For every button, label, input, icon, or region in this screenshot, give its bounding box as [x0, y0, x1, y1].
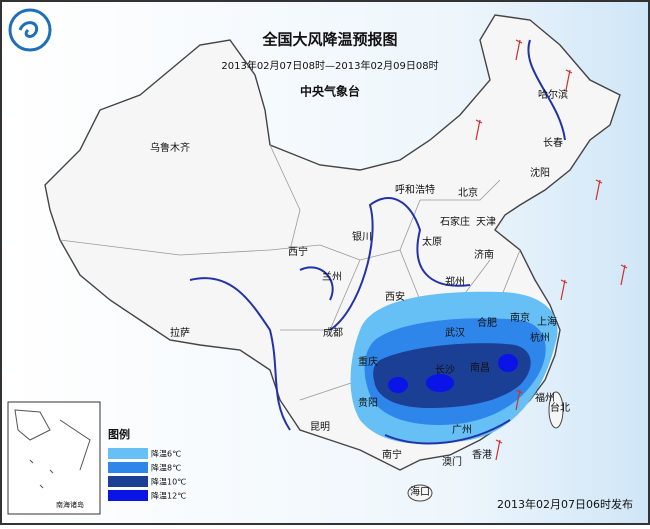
city: 哈尔滨	[538, 88, 568, 101]
release-time: 2013年02月07日06时发布	[497, 497, 633, 511]
hainan	[407, 484, 433, 502]
city: 乌鲁木齐	[150, 141, 190, 154]
city: 杭州	[530, 331, 550, 344]
legend-swatch	[108, 462, 148, 473]
inset-map	[14, 409, 91, 489]
inset-box	[7, 401, 101, 515]
wind-barbs	[475, 39, 628, 461]
city: 南宁	[382, 448, 402, 461]
cooling-zone-12	[498, 354, 518, 372]
taiwan	[548, 391, 564, 429]
city: 贵阳	[358, 396, 378, 409]
city: 武汉	[445, 326, 465, 339]
city: 郑州	[445, 275, 465, 288]
cooling-zone-12	[426, 374, 454, 392]
city: 沈阳	[530, 166, 550, 179]
city: 成都	[323, 327, 343, 339]
city: 福州	[535, 391, 555, 404]
city: 广州	[452, 424, 472, 436]
city: 长沙	[435, 364, 455, 376]
city: 长春	[543, 137, 563, 149]
logo-mark	[18, 21, 39, 38]
cooling-zone-10	[373, 343, 531, 408]
cooling-zone-12	[388, 377, 408, 393]
legend-swatch	[108, 476, 148, 487]
legend: 图例 降温6℃ 降温8℃ 降温10℃ 降温12℃	[108, 427, 186, 501]
city: 南京	[510, 311, 530, 324]
city: 昆明	[310, 421, 330, 433]
legend-swatch	[108, 490, 148, 501]
city: 呼和浩特	[395, 184, 435, 196]
legend-label: 降温8℃	[151, 463, 181, 473]
logo	[8, 8, 52, 52]
legend-label: 降温6℃	[151, 449, 181, 459]
legend-label: 降温12℃	[151, 491, 186, 501]
city: 兰州	[322, 270, 342, 283]
city: 南昌	[470, 361, 490, 374]
city: 澳门	[442, 455, 462, 468]
city: 天津	[476, 216, 496, 228]
title: 全国大风降温预报图	[261, 31, 397, 49]
legend-swatch	[108, 448, 148, 459]
city: 拉萨	[170, 326, 190, 339]
city: 银川	[352, 230, 372, 243]
city: 香港	[472, 449, 492, 461]
city: 北京	[458, 186, 478, 199]
city: 西宁	[288, 245, 308, 258]
legend-title: 图例	[108, 427, 130, 441]
inset-label: 南海诸岛	[56, 500, 84, 509]
city: 石家庄	[440, 215, 470, 228]
wind-boundary	[189, 39, 566, 445]
city-labels: 乌鲁木齐 哈尔滨 长春 沈阳 呼和浩特 北京 天津 石家庄 银川 太原 济南 西…	[150, 88, 570, 498]
city: 济南	[474, 248, 494, 261]
city: 海口	[410, 485, 430, 498]
city: 上海	[537, 315, 557, 328]
city: 台北	[550, 401, 570, 414]
legend-label: 降温10℃	[151, 477, 186, 487]
city: 太原	[422, 235, 442, 248]
period: 2013年02月07日08时—2013年02月09日08时	[221, 59, 438, 72]
city: 重庆	[358, 355, 378, 368]
city: 西安	[385, 290, 405, 303]
city: 合肥	[477, 316, 497, 329]
issuer: 中央气象台	[300, 84, 360, 99]
